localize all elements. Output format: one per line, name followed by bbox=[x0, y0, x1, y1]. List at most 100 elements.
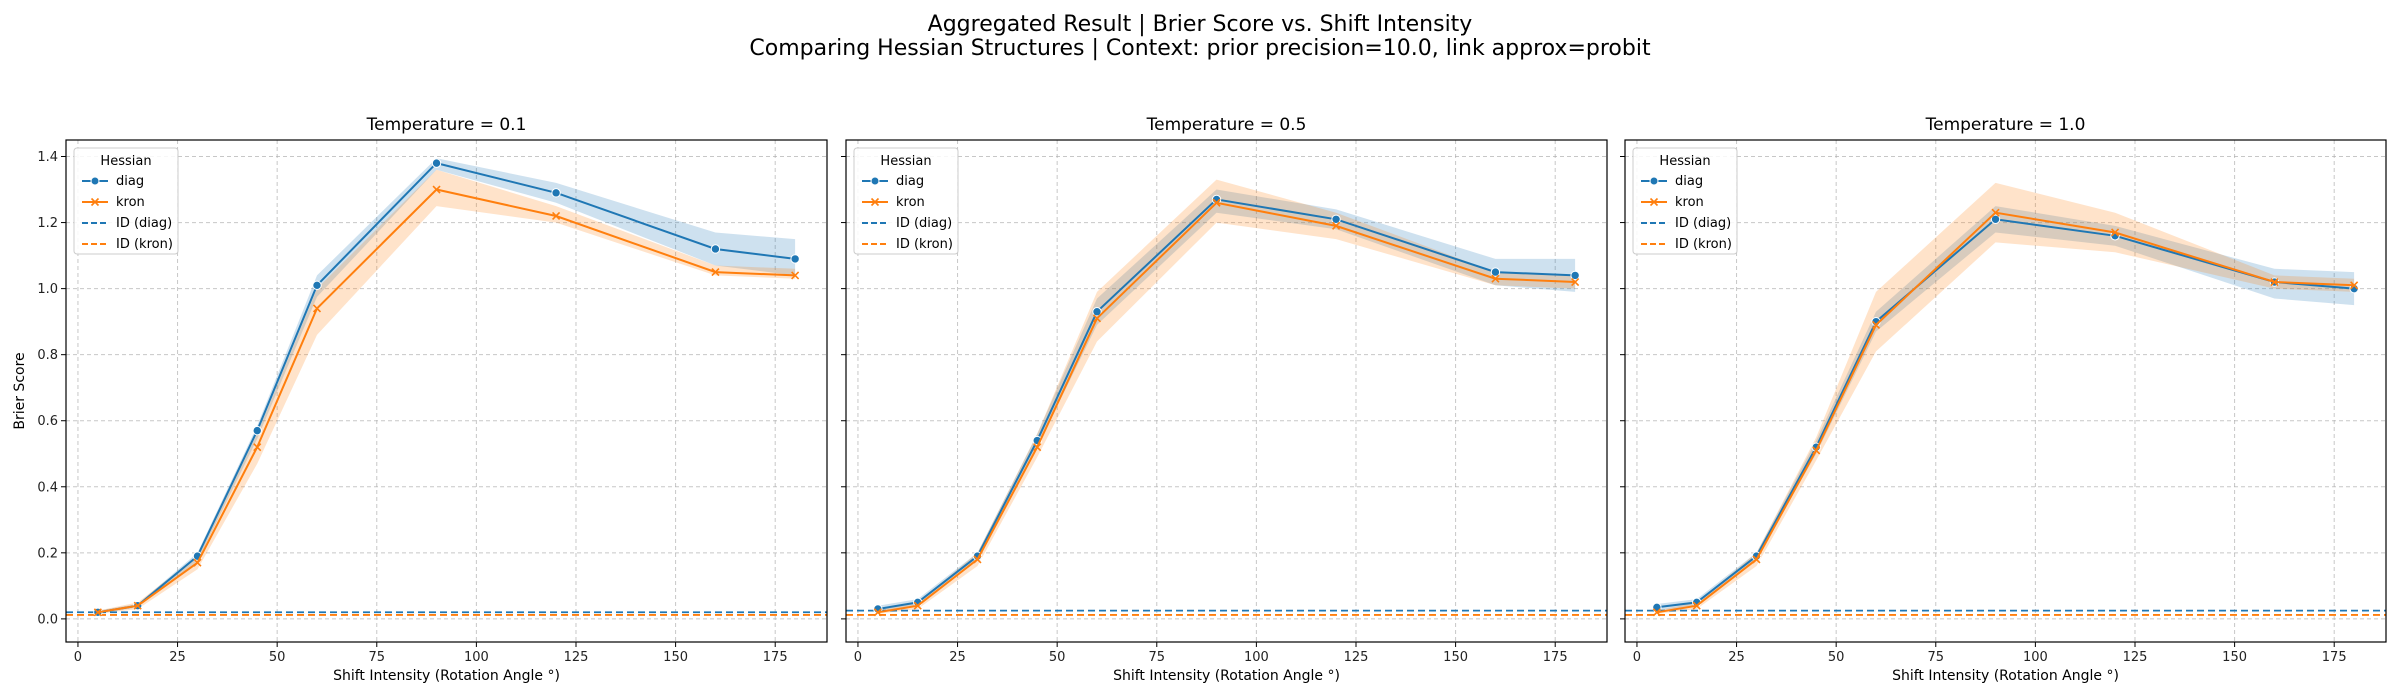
y-tick-label: 0.0 bbox=[37, 612, 58, 627]
y-tick-label: 0.2 bbox=[37, 546, 58, 561]
data-point-kron bbox=[711, 268, 720, 277]
x-tick-label: 0 bbox=[1633, 650, 1641, 665]
x-tick-label: 175 bbox=[763, 650, 788, 665]
data-point-diag bbox=[252, 425, 262, 436]
data-point-kron bbox=[432, 185, 441, 194]
figure-subtitle: Comparing Hessian Structures | Context: … bbox=[749, 36, 1651, 61]
data-point-kron bbox=[913, 601, 922, 610]
legend-box bbox=[1632, 147, 1738, 255]
legend-label: kron bbox=[116, 195, 145, 210]
legend-marker-kron bbox=[1649, 197, 1659, 207]
x-tick-label: 125 bbox=[1344, 650, 1369, 665]
data-point-kron bbox=[791, 271, 800, 280]
data-point-kron bbox=[1871, 320, 1881, 330]
data-point-kron bbox=[133, 601, 142, 610]
legend-label: diag bbox=[896, 174, 924, 189]
plot-frame bbox=[845, 139, 1608, 643]
data-point-kron bbox=[1752, 555, 1761, 564]
data-point-kron bbox=[1692, 601, 1701, 610]
data-point-diag bbox=[1092, 307, 1102, 317]
legend-marker-kron bbox=[90, 197, 100, 207]
legend: Hessian diag kron ID (diag) ID (kron) bbox=[853, 147, 959, 255]
legend-label: ID (kron) bbox=[896, 237, 953, 252]
legend-marker-kron bbox=[870, 197, 880, 207]
x-tick-label: 125 bbox=[564, 650, 589, 665]
grid bbox=[846, 140, 1607, 642]
x-tick-label: 100 bbox=[2023, 650, 2048, 665]
x-tick-label: 25 bbox=[169, 650, 186, 665]
data-point-kron bbox=[253, 443, 262, 452]
legend-marker-diag bbox=[90, 176, 100, 186]
panels: 0 25 50 75 100 125 150 175 0.0 0.2 0.4 0.6 0.8 1.0 1.2… bbox=[12, 115, 2387, 684]
y-tick-label: 0.8 bbox=[37, 348, 58, 363]
y-tick-label: 1.0 bbox=[37, 282, 58, 297]
legend-label: diag bbox=[1675, 174, 1703, 189]
data-point-diag bbox=[431, 158, 442, 168]
data-point-diag bbox=[1990, 214, 2001, 224]
y-tick-label: 1.4 bbox=[37, 150, 58, 165]
data-point-diag bbox=[1331, 214, 1341, 224]
x-tick-label: 75 bbox=[1149, 650, 1166, 665]
legend-label: diag bbox=[116, 174, 144, 189]
legend-title: Hessian bbox=[100, 154, 151, 169]
legend-label: kron bbox=[896, 195, 925, 210]
y-tick-label: 0.4 bbox=[37, 480, 58, 495]
x-tick-label: 150 bbox=[663, 650, 688, 665]
x-tick-label: 150 bbox=[1443, 650, 1468, 665]
legend-label: kron bbox=[1675, 195, 1704, 210]
panel-title: Temperature = 1.0 bbox=[1925, 115, 2086, 135]
legend-marker-diag bbox=[870, 176, 880, 186]
data-point-kron bbox=[1332, 221, 1341, 230]
data-point-kron bbox=[1212, 198, 1221, 207]
chart-panel-3: 0 25 50 75 100 125 150 175 Temperature = 1.0 Shif… bbox=[1620, 115, 2387, 684]
data-point-diag bbox=[312, 280, 322, 291]
plot-frame bbox=[65, 139, 828, 643]
chart-panel-2: 0 25 50 75 100 125 150 175 Temperature = 0.5 Shif… bbox=[841, 115, 1608, 684]
x-axis-label: Shift Intensity (Rotation Angle °) bbox=[1113, 668, 1340, 684]
data-point-diag bbox=[551, 188, 561, 198]
data-point-kron bbox=[2350, 281, 2359, 290]
data-point-kron bbox=[193, 558, 202, 567]
legend-title: Hessian bbox=[880, 154, 931, 169]
x-tick-label: 175 bbox=[1543, 650, 1568, 665]
y-tick-label: 1.2 bbox=[37, 216, 58, 231]
data-point-kron bbox=[1033, 443, 1042, 452]
data-point-diag bbox=[1490, 267, 1501, 277]
x-tick-label: 50 bbox=[269, 650, 286, 665]
x-tick-label: 125 bbox=[2123, 650, 2148, 665]
data-point-kron bbox=[93, 608, 102, 617]
data-point-kron bbox=[312, 304, 322, 313]
data-point-kron bbox=[552, 211, 561, 221]
x-tick-label: 150 bbox=[2222, 650, 2247, 665]
y-tick-label: 0.6 bbox=[37, 414, 58, 429]
legend-label: ID (diag) bbox=[116, 216, 172, 231]
data-point-diag bbox=[1570, 270, 1580, 281]
legend: Hessian diag kron ID (diag) ID (kron) bbox=[1632, 147, 1738, 255]
legend-label: ID (kron) bbox=[116, 237, 173, 252]
x-tick-label: 0 bbox=[854, 650, 862, 665]
legend-label: ID (kron) bbox=[1675, 237, 1732, 252]
x-tick-label: 25 bbox=[1728, 650, 1745, 665]
data-point-diag bbox=[790, 254, 800, 264]
chart-panel-1: 0 25 50 75 100 125 150 175 0.0 0.2 0.4 0.6 0.8 1.0 1.2… bbox=[12, 115, 828, 684]
data-point-kron bbox=[1092, 314, 1102, 323]
x-axis-label: Shift Intensity (Rotation Angle °) bbox=[333, 668, 560, 684]
data-point-diag bbox=[710, 244, 721, 254]
figure-title: Aggregated Result | Brier Score vs. Shif… bbox=[928, 12, 1473, 37]
legend-label: ID (diag) bbox=[896, 216, 952, 231]
x-tick-label: 50 bbox=[1049, 650, 1066, 665]
x-tick-label: 100 bbox=[464, 650, 489, 665]
x-tick-label: 100 bbox=[1244, 650, 1269, 665]
data-point-kron bbox=[1991, 208, 2000, 217]
data-point-kron bbox=[1652, 608, 1661, 617]
y-axis-label: Brier Score bbox=[12, 352, 28, 429]
legend: Hessian diag kron ID (diag) ID (kron) bbox=[73, 147, 179, 255]
x-tick-label: 75 bbox=[369, 650, 386, 665]
grid bbox=[1625, 140, 2386, 642]
x-axis-label: Shift Intensity (Rotation Angle °) bbox=[1892, 668, 2119, 684]
data-point-kron bbox=[973, 555, 982, 564]
panel-title: Temperature = 0.1 bbox=[366, 115, 527, 135]
legend-label: ID (diag) bbox=[1675, 216, 1731, 231]
panel-title: Temperature = 0.5 bbox=[1146, 115, 1307, 135]
